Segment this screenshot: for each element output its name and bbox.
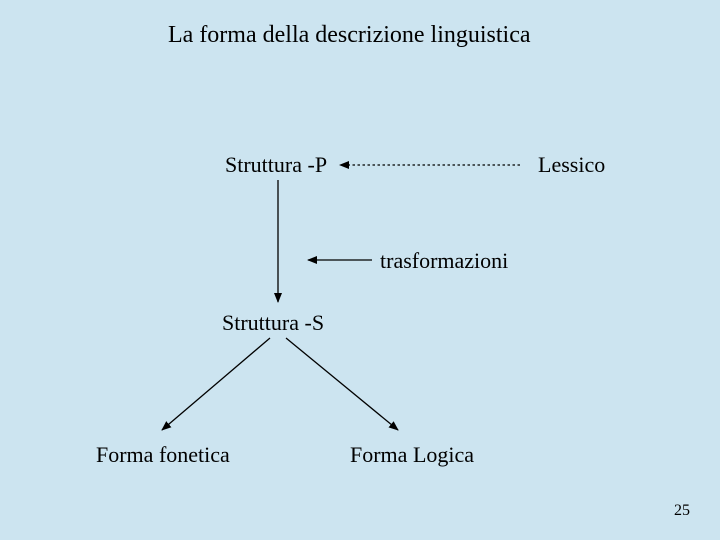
- node-forma-logica: Forma Logica: [350, 442, 474, 468]
- node-struttura-p: Struttura -P: [225, 152, 327, 178]
- slide-canvas: La forma della descrizione linguistica S…: [0, 0, 720, 540]
- node-trasformazioni: trasformazioni: [380, 248, 508, 274]
- node-forma-fonetica: Forma fonetica: [96, 442, 230, 468]
- node-lessico: Lessico: [538, 152, 605, 178]
- slide-title: La forma della descrizione linguistica: [168, 22, 531, 49]
- node-struttura-s: Struttura -S: [222, 310, 324, 336]
- page-number: 25: [674, 502, 690, 520]
